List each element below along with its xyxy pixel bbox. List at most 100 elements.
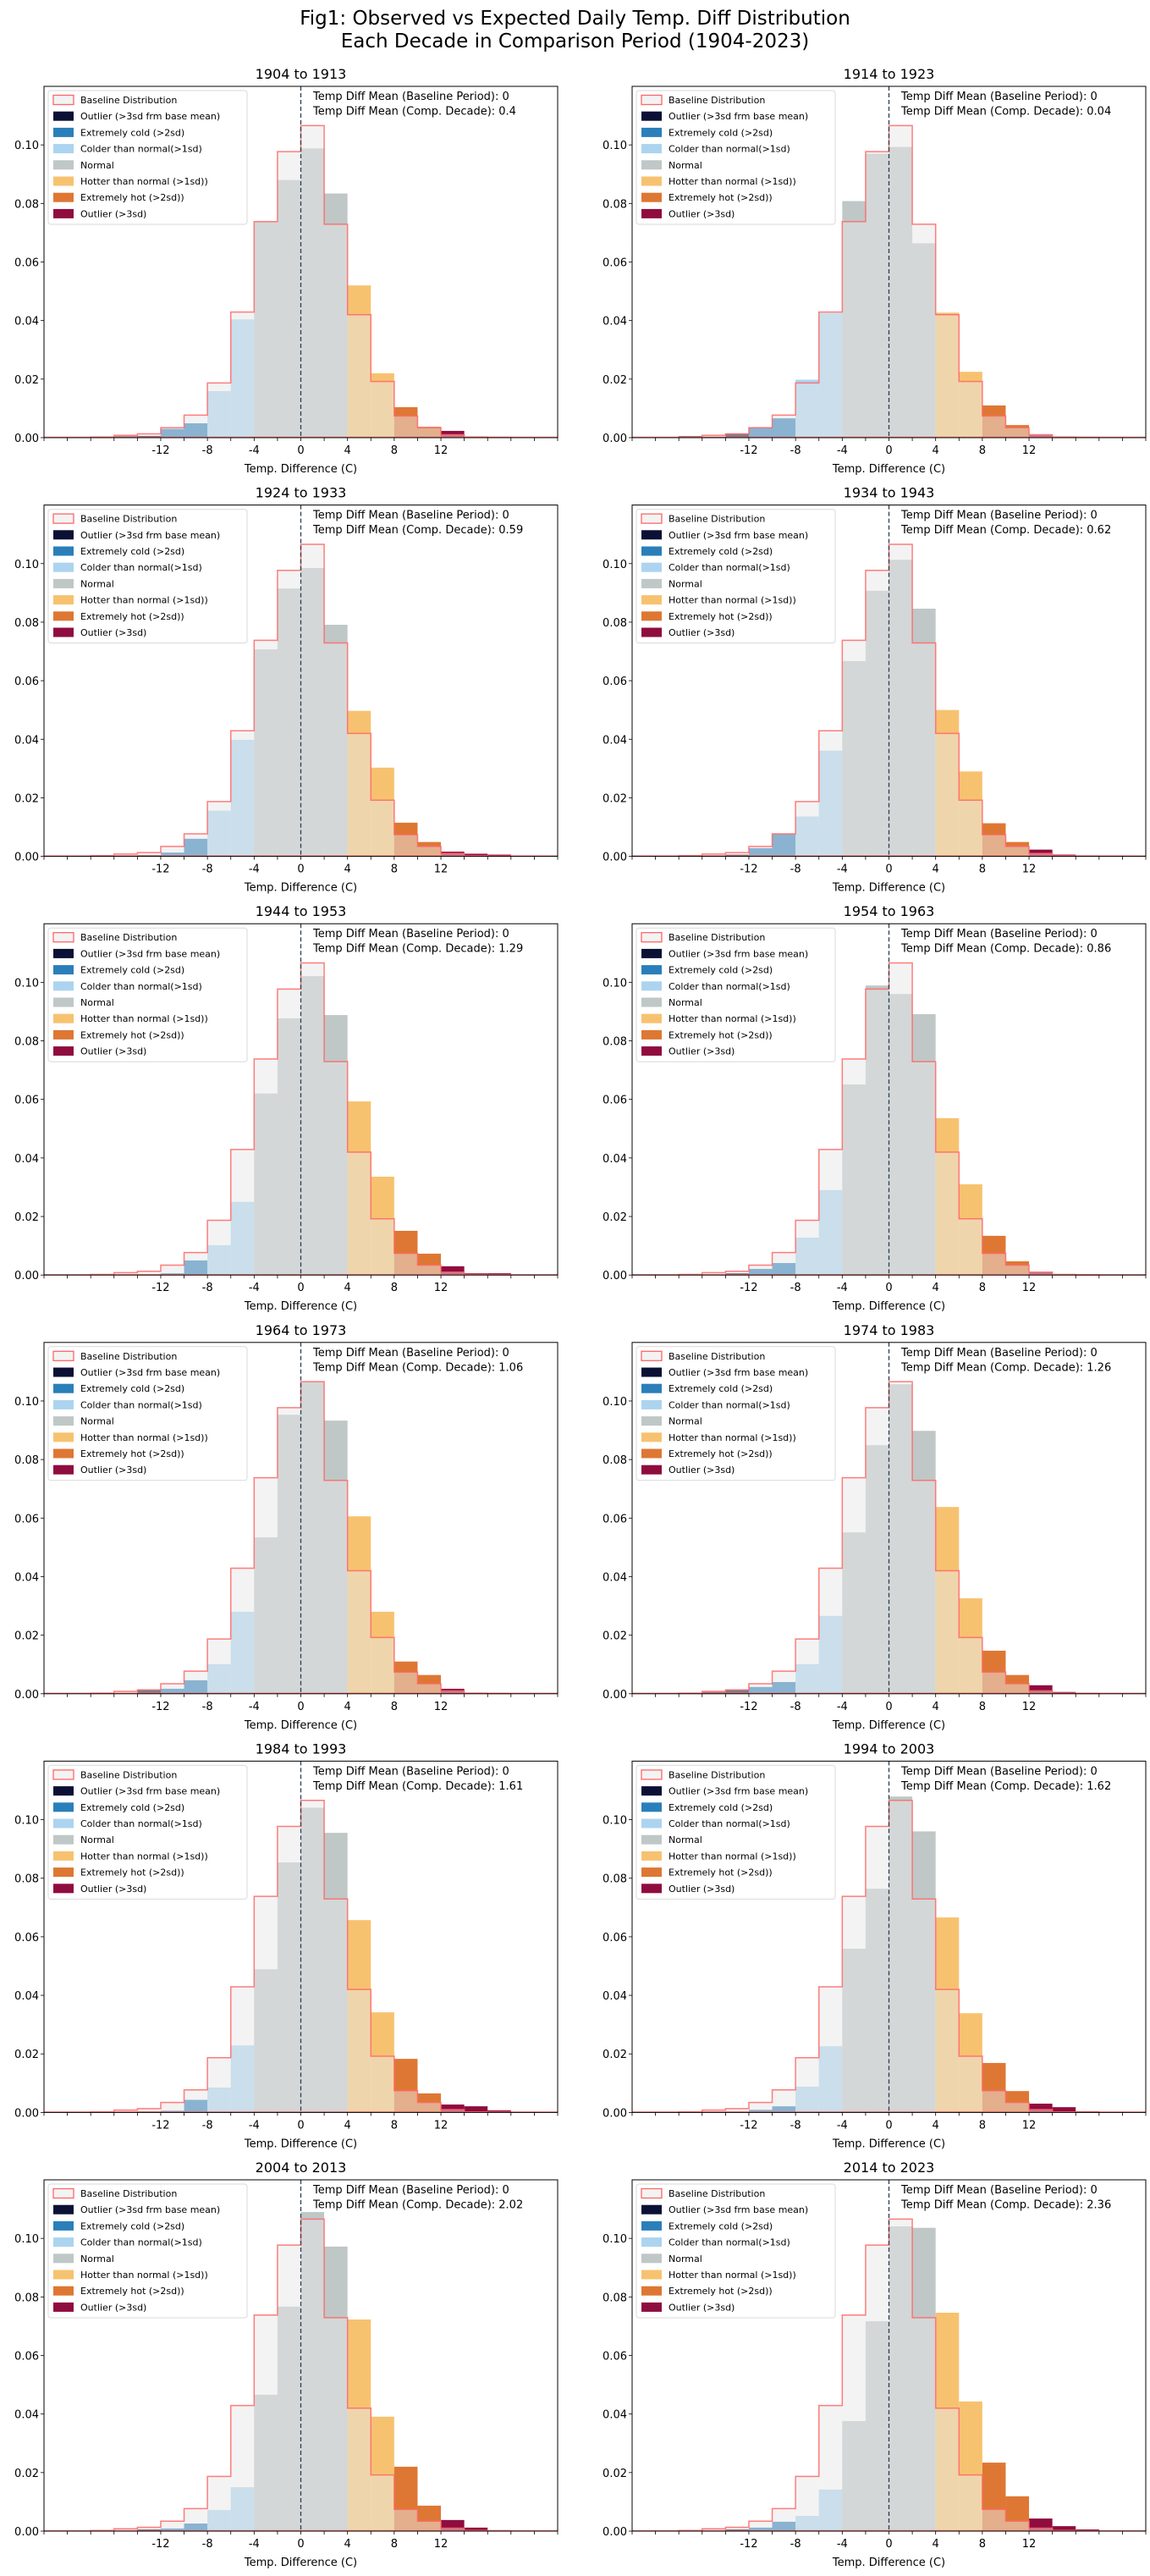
baseline-bar — [230, 731, 255, 857]
legend-swatch — [53, 160, 74, 170]
legend-swatch — [53, 1029, 74, 1040]
x-tick-label: -12 — [740, 863, 757, 876]
baseline-bar — [982, 416, 1006, 438]
x-tick-label: -8 — [790, 863, 801, 876]
baseline-step-line — [90, 1381, 512, 1695]
baseline-bar — [959, 2474, 982, 2531]
x-axis-label: Temp. Difference (C) — [832, 882, 945, 895]
legend-swatch — [53, 192, 74, 202]
baseline-bar — [889, 963, 913, 1276]
baseline-bar — [1005, 1684, 1030, 1694]
baseline-bar — [160, 2102, 184, 2113]
x-tick-label: -12 — [740, 1701, 757, 1713]
x-tick-label: 4 — [933, 444, 939, 457]
baseline-bar — [254, 2314, 278, 2531]
legend-label: Normal — [669, 1834, 702, 1845]
legend-label: Colder than normal(>1sd) — [669, 144, 790, 155]
legend-entry-baseline: Baseline Distribution — [641, 1769, 765, 1780]
y-tick-label: 0.00 — [14, 2526, 39, 2539]
baseline-bar — [137, 433, 161, 438]
legend-entry-hotter: Hotter than normal (>1sd)) — [53, 1432, 208, 1443]
baseline-bar — [795, 1639, 819, 1694]
legend-entry-extreme_cold: Extremely cold (>2sd) — [641, 965, 773, 976]
legend: Baseline Distribution Outlier (>3sd frm b… — [636, 1764, 836, 1900]
legend-label: Extremely hot (>2sd)) — [669, 1867, 773, 1878]
legend-entry-normal: Normal — [641, 1834, 702, 1845]
subplot-panel: 1924 to 1933 -12 -8 -4 0 4 8 12 0.00 0.02 0.04 0.06… — [14, 485, 558, 895]
x-tick-label: 8 — [391, 863, 398, 876]
legend: Baseline Distribution Outlier (>3sd frm b… — [47, 2183, 248, 2319]
legend-label: Hotter than normal (>1sd)) — [80, 2270, 208, 2281]
legend-label: Extremely cold (>2sd) — [669, 1383, 773, 1394]
legend-entry-normal: Normal — [641, 2253, 702, 2264]
decade-mean-annotation: Temp Diff Mean (Comp. Decade): 0.59 — [312, 524, 523, 537]
y-tick-label: 0.00 — [603, 2526, 627, 2539]
baseline-mean-annotation: Temp Diff Mean (Baseline Period): 0 — [312, 1765, 509, 1778]
legend-entry-normal: Normal — [641, 1416, 702, 1427]
x-tick-label: 4 — [933, 1701, 939, 1713]
x-tick-label: 12 — [434, 1282, 448, 1294]
legend-swatch — [53, 1013, 74, 1023]
baseline-bar — [1005, 2102, 1030, 2113]
baseline-step-line — [90, 543, 512, 857]
legend-swatch — [641, 1802, 662, 1812]
x-tick-label: -4 — [837, 863, 848, 876]
baseline-bar — [137, 2108, 161, 2113]
baseline-bar — [300, 1800, 325, 2113]
baseline-bar — [772, 415, 796, 438]
x-tick-label: 8 — [391, 1282, 398, 1294]
baseline-bar — [347, 2408, 371, 2531]
legend-entry-outlier_cold: Outlier (>3sd frm base mean) — [53, 1367, 220, 1378]
decade-mean-annotation: Temp Diff Mean (Comp. Decade): 1.06 — [312, 1361, 523, 1374]
legend-swatch — [53, 530, 74, 540]
baseline-bar — [889, 2219, 913, 2531]
x-tick-label: -8 — [202, 863, 213, 876]
baseline-bar — [324, 1062, 348, 1276]
baseline-bar — [935, 1570, 960, 1694]
baseline-mean-annotation: Temp Diff Mean (Baseline Period): 0 — [312, 1347, 509, 1360]
x-tick-label: -8 — [790, 444, 801, 457]
legend-label: Normal — [80, 1416, 114, 1427]
baseline-bar — [300, 543, 325, 857]
legend-swatch — [53, 2302, 74, 2312]
legend-label: Baseline Distribution — [669, 932, 765, 943]
legend-entry-hotter: Hotter than normal (>1sd)) — [53, 176, 208, 187]
y-tick-label: 0.04 — [603, 1990, 627, 2003]
legend-swatch — [53, 997, 74, 1007]
baseline-bar — [300, 2219, 325, 2531]
legend-label: Outlier (>3sd frm base mean) — [80, 111, 220, 122]
comparison-bar — [1052, 2107, 1076, 2113]
legend-entry-extreme_cold: Extremely cold (>2sd) — [641, 2220, 773, 2231]
baseline-bar — [748, 427, 773, 438]
baseline-step-line — [678, 543, 1100, 857]
y-tick-label: 0.04 — [14, 316, 39, 328]
legend-label: Baseline Distribution — [669, 2188, 765, 2199]
legend-swatch — [641, 1867, 662, 1878]
y-tick-label: 0.06 — [14, 1932, 39, 1944]
baseline-bar — [702, 1691, 726, 1694]
legend-label: Outlier (>3sd frm base mean) — [669, 530, 808, 541]
legend-entry-normal: Normal — [53, 2253, 114, 2264]
legend-label: Extremely hot (>2sd)) — [80, 611, 184, 622]
baseline-bar — [935, 1989, 960, 2113]
legend-swatch — [53, 2270, 74, 2280]
subplot-title: 2004 to 2013 — [256, 2160, 347, 2176]
legend-swatch — [641, 208, 662, 218]
x-tick-label: 8 — [979, 2538, 986, 2551]
x-tick-label: 8 — [979, 1701, 986, 1713]
legend-label: Colder than normal(>1sd) — [80, 144, 202, 155]
legend-swatch — [641, 1834, 662, 1845]
baseline-bar — [702, 2110, 726, 2113]
baseline-bar — [277, 570, 301, 857]
baseline-step-line — [90, 124, 512, 439]
baseline-bar — [441, 434, 465, 438]
x-tick-label: 0 — [297, 1282, 304, 1294]
legend-label: Baseline Distribution — [80, 95, 177, 106]
legend-swatch — [641, 160, 662, 170]
x-tick-label: -8 — [202, 2538, 213, 2551]
baseline-bar — [441, 1691, 465, 1694]
legend-entry-outlier_hot: Outlier (>3sd) — [641, 627, 735, 638]
x-tick-label: -8 — [202, 2119, 213, 2132]
legend-label: Normal — [80, 2253, 114, 2264]
y-tick-label: 0.02 — [14, 792, 39, 805]
